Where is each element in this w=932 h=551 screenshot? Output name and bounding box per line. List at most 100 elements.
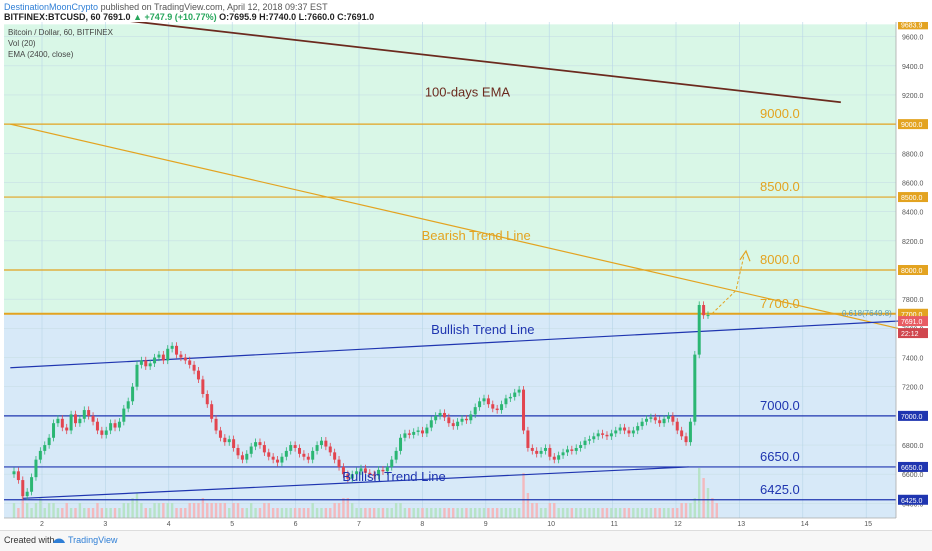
candle-body xyxy=(451,423,455,427)
candle-body xyxy=(434,415,438,421)
candle-body xyxy=(232,439,236,448)
candle-body xyxy=(254,442,258,447)
candle-body xyxy=(293,445,297,448)
volume-bar xyxy=(127,503,130,518)
volume-bar xyxy=(561,508,565,518)
candle-body xyxy=(359,468,363,472)
candle-body xyxy=(706,315,710,317)
candle-body xyxy=(675,421,679,431)
candle-body xyxy=(500,404,504,411)
x-tick-label: 8 xyxy=(420,521,424,528)
volume-bar xyxy=(693,498,697,518)
candle-body xyxy=(385,466,389,472)
volume-bar xyxy=(298,508,301,518)
volume-bar xyxy=(113,508,117,518)
candle-body xyxy=(504,398,508,405)
volume-bar xyxy=(500,508,503,518)
x-tick-label: 11 xyxy=(611,521,618,528)
candle-body xyxy=(346,474,350,479)
volume-bar xyxy=(157,503,161,518)
x-tick-label: 14 xyxy=(801,521,809,528)
volume-bar xyxy=(329,508,332,518)
candle-body xyxy=(482,398,486,402)
candle-body xyxy=(218,430,222,438)
volume-bar xyxy=(684,503,688,518)
candle-body xyxy=(377,469,381,476)
volume-bar xyxy=(548,503,552,518)
candle-body xyxy=(16,471,20,481)
candle-body xyxy=(631,430,635,434)
volume-bar xyxy=(236,503,240,518)
volume-bar xyxy=(315,508,319,518)
volume-bar xyxy=(711,498,714,518)
volume-bar xyxy=(601,508,604,518)
volume-bar xyxy=(17,508,20,518)
candle-body xyxy=(526,430,530,448)
candle-body xyxy=(583,440,587,446)
volume-bar xyxy=(680,503,683,518)
candle-body xyxy=(478,401,482,408)
candle-body xyxy=(306,456,310,460)
volume-bar xyxy=(583,508,587,518)
volume-bar xyxy=(575,508,578,518)
annotation-1: Bearish Trend Line xyxy=(422,228,531,243)
volume-bar xyxy=(469,508,473,518)
candle-body xyxy=(289,445,293,451)
candle-body xyxy=(355,471,359,475)
volume-bar xyxy=(333,503,336,518)
candle-body xyxy=(65,427,69,431)
volume-bar xyxy=(324,508,328,518)
annotation-0: 100-days EMA xyxy=(425,84,511,99)
volume-bar xyxy=(228,508,231,518)
candle-body xyxy=(390,459,394,467)
candle-body xyxy=(627,430,631,434)
price-chart[interactable]: 9000.0 8500.0 8000.0 7700.0 7000.0 6650.0 6425… xyxy=(0,22,932,530)
volume-bar xyxy=(65,503,68,518)
candle-body xyxy=(69,414,73,431)
volume-bar xyxy=(592,508,595,518)
volume-bar xyxy=(539,508,543,518)
candle-body xyxy=(214,418,218,431)
level-label-8000.0: 8000.0 xyxy=(760,252,800,267)
footer: Created with TradingView xyxy=(0,530,932,551)
volume-bar xyxy=(698,468,701,518)
volume-bar xyxy=(148,508,152,518)
top-price-tag-bg xyxy=(898,22,928,30)
volume-bar xyxy=(351,503,354,518)
volume-bar xyxy=(276,508,279,518)
candle-body xyxy=(56,418,60,424)
trend-line-bullish-upper xyxy=(10,320,898,369)
volume-bar xyxy=(131,498,134,518)
volume-bar xyxy=(337,503,341,518)
time-axis-panel xyxy=(0,518,932,530)
volume-bar xyxy=(166,503,169,518)
candle-body xyxy=(517,389,521,393)
volume-bar xyxy=(12,503,16,518)
volume-bar xyxy=(443,508,446,518)
volume-bar xyxy=(535,503,538,518)
candle-body xyxy=(337,459,341,467)
tradingview-link[interactable]: TradingView xyxy=(68,535,118,545)
y-tick-label: 7800.0 xyxy=(902,297,924,304)
level-tag-8500.0-bg xyxy=(898,192,928,203)
candle-body xyxy=(30,477,34,492)
candle-body xyxy=(280,456,284,463)
candle-body xyxy=(73,414,77,424)
symbol-label: BITFINEX:BTCUSD, 60 xyxy=(4,12,101,22)
candle-body xyxy=(170,345,174,349)
author-link[interactable]: DestinationMoonCrypto xyxy=(4,2,99,12)
level-label-9000.0: 9000.0 xyxy=(760,106,800,121)
volume-bar xyxy=(645,508,648,518)
level-tag-7000.0: 7000.0 xyxy=(901,414,923,421)
candle-body xyxy=(267,452,271,457)
x-tick-label: 15 xyxy=(864,521,872,528)
x-tick-label: 5 xyxy=(230,521,234,528)
volume-bar xyxy=(346,498,350,518)
candle-body xyxy=(284,450,288,457)
level-tag-7000.0-bg xyxy=(898,410,928,421)
volume-bar xyxy=(627,508,631,518)
published-text: published on TradingView.com, April 12, … xyxy=(100,2,328,12)
candle-body xyxy=(262,445,266,453)
volume-bar xyxy=(649,508,653,518)
volume-bar xyxy=(474,508,477,518)
